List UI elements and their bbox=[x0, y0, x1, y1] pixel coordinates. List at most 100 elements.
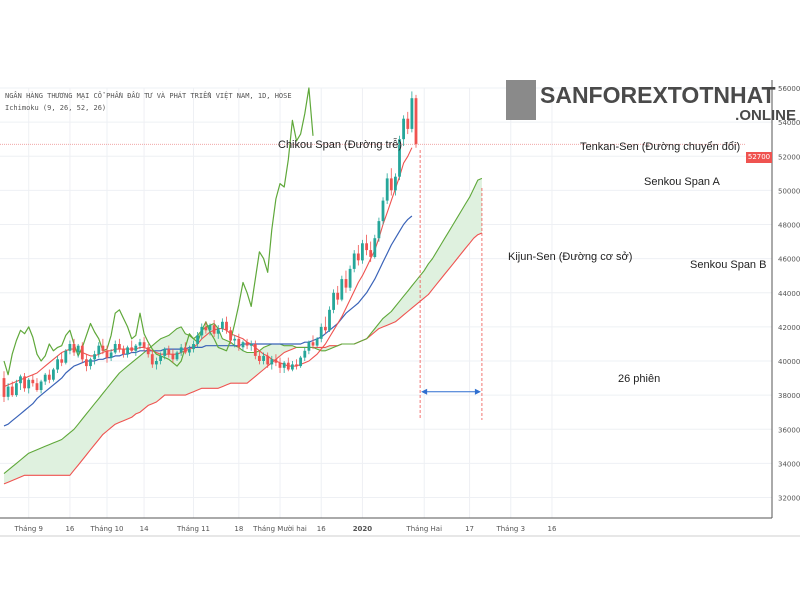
candle-body bbox=[6, 386, 10, 397]
candle-body bbox=[200, 326, 204, 336]
candle-body bbox=[241, 342, 245, 348]
candle-body bbox=[113, 344, 117, 353]
candle-body bbox=[356, 253, 360, 261]
candle-body bbox=[221, 321, 224, 329]
candle-body bbox=[159, 355, 162, 361]
candle-body bbox=[196, 335, 199, 344]
sessions-label: 26 phiên bbox=[618, 373, 661, 385]
candle-body bbox=[233, 338, 237, 341]
x-tick-label: 17 bbox=[465, 525, 474, 533]
candle-body bbox=[286, 362, 290, 370]
last-price-badge: 52700 bbox=[746, 152, 772, 163]
x-tick-label: Tháng 9 bbox=[13, 525, 43, 533]
kumo-cloud bbox=[4, 178, 482, 484]
candle-body bbox=[315, 338, 319, 346]
x-tick-label: 2020 bbox=[353, 525, 373, 533]
x-tick-label: Tháng Hai bbox=[405, 525, 442, 533]
bull-chart-icon bbox=[506, 80, 536, 120]
arrow-left-head bbox=[421, 388, 428, 395]
y-tick-label: 56000 bbox=[778, 85, 800, 93]
y-tick-label: 44000 bbox=[778, 290, 800, 298]
candle-body bbox=[204, 326, 208, 331]
candle-body bbox=[229, 330, 232, 341]
candle-body bbox=[101, 345, 105, 351]
candle-body bbox=[97, 345, 101, 355]
candle-body bbox=[402, 118, 405, 140]
candle-body bbox=[208, 325, 212, 331]
candle-body bbox=[39, 381, 43, 390]
candle-body bbox=[253, 344, 257, 356]
candle-body bbox=[56, 359, 59, 370]
candle-body bbox=[278, 362, 282, 368]
candle-body bbox=[183, 347, 187, 353]
senkou-a-label: Senkou Span A bbox=[644, 176, 720, 188]
candle-body bbox=[171, 354, 175, 360]
logo-name: SANFOREXTOTNHAT bbox=[540, 82, 776, 108]
chart-title: NGÂN HÀNG THƯƠNG MẠI CỔ PHẦN ĐẦU TƯ VÀ P… bbox=[5, 92, 292, 100]
candle-body bbox=[328, 309, 331, 331]
x-tick-label: 14 bbox=[140, 525, 149, 533]
logo-suffix: .ONLINE bbox=[735, 107, 796, 124]
candle-body bbox=[134, 345, 138, 351]
candle-body bbox=[31, 379, 35, 384]
y-tick-label: 50000 bbox=[778, 187, 800, 195]
candle-body bbox=[262, 355, 265, 361]
candle-body bbox=[340, 279, 344, 300]
candle-body bbox=[109, 352, 113, 358]
candle-body bbox=[72, 344, 76, 353]
candle-body bbox=[282, 362, 286, 368]
y-tick-label: 42000 bbox=[778, 324, 800, 332]
x-tick-label: 16 bbox=[547, 525, 556, 533]
candle-body bbox=[406, 118, 410, 129]
candle-body bbox=[126, 347, 129, 355]
y-tick-label: 54000 bbox=[778, 119, 800, 127]
candle-body bbox=[188, 349, 191, 353]
senkou-span-a-line bbox=[3, 177, 483, 475]
candle-body bbox=[27, 379, 31, 389]
candle-body bbox=[369, 250, 373, 257]
candle-body bbox=[336, 292, 340, 300]
x-tick-label: Tháng 10 bbox=[89, 525, 123, 533]
candle-body bbox=[266, 355, 270, 365]
x-tick-label: Tháng 3 bbox=[495, 525, 525, 533]
candle-body bbox=[344, 279, 348, 288]
chikou-label: Chikou Span (Đường trễ) bbox=[278, 139, 403, 151]
candle-body bbox=[365, 243, 368, 251]
candle-body bbox=[2, 378, 6, 397]
candle-body bbox=[385, 178, 389, 201]
candle-body bbox=[324, 326, 327, 331]
candle-body bbox=[414, 98, 418, 145]
candle-body bbox=[138, 342, 142, 346]
senkou-span-b-line bbox=[3, 232, 483, 485]
x-tick-label: Tháng Mười hai bbox=[252, 525, 307, 533]
candle-body bbox=[212, 325, 216, 334]
y-tick-label: 52000 bbox=[778, 153, 800, 161]
tenkan-sen-line bbox=[3, 147, 413, 388]
candle-body bbox=[361, 243, 364, 261]
kijun-label: Kijun-Sen (Đường cơ sở) bbox=[508, 251, 633, 263]
tenkan-label: Tenkan-Sen (Đường chuyển đổi) bbox=[580, 141, 741, 153]
candle-body bbox=[130, 347, 134, 351]
candle-body bbox=[270, 359, 274, 365]
x-tick-label: 16 bbox=[317, 525, 326, 533]
y-tick-label: 40000 bbox=[778, 358, 800, 366]
candle-body bbox=[93, 354, 96, 360]
candle-body bbox=[23, 376, 26, 389]
candle-body bbox=[291, 364, 294, 370]
y-tick-label: 48000 bbox=[778, 222, 800, 230]
candle-body bbox=[373, 238, 377, 257]
candle-body bbox=[245, 342, 249, 346]
candle-body bbox=[410, 98, 414, 129]
candle-body bbox=[89, 359, 92, 367]
candle-body bbox=[85, 359, 88, 367]
candle-body bbox=[150, 354, 154, 365]
candle-body bbox=[319, 326, 323, 339]
candle-body bbox=[163, 349, 167, 356]
indicator-label: Ichimoku (9, 26, 52, 26) bbox=[5, 104, 107, 112]
candle-body bbox=[10, 386, 14, 396]
candle-body bbox=[52, 369, 55, 380]
candle-body bbox=[249, 344, 253, 346]
arrow-right-head bbox=[474, 388, 481, 395]
senkou-b-label: Senkou Span B bbox=[690, 259, 767, 271]
candle-body bbox=[389, 178, 393, 191]
